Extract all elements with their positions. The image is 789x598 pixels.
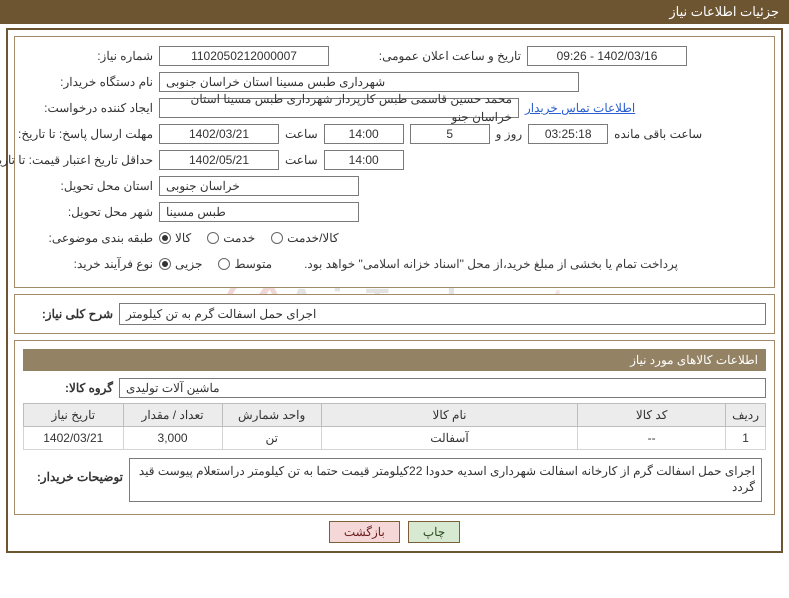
- group-label: گروه کالا:: [23, 381, 113, 395]
- cell-unit: تن: [222, 427, 321, 450]
- col-row: ردیف: [726, 404, 766, 427]
- row-need-no: شماره نیاز: 1102050212000007 تاریخ و ساع…: [23, 45, 766, 67]
- announce-label: تاریخ و ساعت اعلان عمومی:: [371, 49, 521, 63]
- print-button[interactable]: چاپ: [408, 521, 460, 543]
- row-category: طبقه بندی موضوعی: کالا خدمت کالا/خدمت: [23, 227, 766, 249]
- col-date: تاریخ نیاز: [24, 404, 124, 427]
- need-no-label: شماره نیاز:: [23, 49, 153, 63]
- goods-panel: اطلاعات کالاهای مورد نیاز گروه کالا: ماش…: [14, 340, 775, 515]
- city-value: طبس مسینا: [159, 202, 359, 222]
- cell-qty: 3,000: [123, 427, 222, 450]
- radio-circle-icon: [159, 232, 171, 244]
- cell-row: 1: [726, 427, 766, 450]
- radio-option[interactable]: جزیی: [159, 257, 202, 271]
- validity-time: 14:00: [324, 150, 404, 170]
- col-code: کد کالا: [578, 404, 726, 427]
- deadline-time: 14:00: [324, 124, 404, 144]
- radio-circle-icon: [207, 232, 219, 244]
- row-requester: ایجاد کننده درخواست: محمد حسین قاسمی طبس…: [23, 97, 766, 119]
- summary-value: اجرای حمل اسفالت گرم به تن کیلومتر: [119, 303, 766, 325]
- cell-name: آسفالت: [321, 427, 577, 450]
- radio-circle-icon: [218, 258, 230, 270]
- province-value: خراسان جنوبی: [159, 176, 359, 196]
- page-title: جزئیات اطلاعات نیاز: [669, 4, 779, 19]
- radio-circle-icon: [271, 232, 283, 244]
- validity-label: حداقل تاریخ اعتبار قیمت: تا تاریخ:: [23, 154, 153, 166]
- category-label: طبقه بندی موضوعی:: [23, 231, 153, 245]
- details-panel: شماره نیاز: 1102050212000007 تاریخ و ساع…: [14, 36, 775, 288]
- summary-panel: شرح کلی نیاز: اجرای حمل اسفالت گرم به تن…: [14, 294, 775, 334]
- row-province: استان محل تحویل: خراسان جنوبی: [23, 175, 766, 197]
- buyer-desc-label: توضیحات خریدار:: [23, 458, 123, 484]
- deadline-label: مهلت ارسال پاسخ: تا تاریخ:: [23, 128, 153, 140]
- table-row: 1--آسفالتتن3,0001402/03/21: [24, 427, 766, 450]
- days-and: روز و: [496, 127, 523, 141]
- radio-label: جزیی: [175, 257, 202, 271]
- row-city: شهر محل تحویل: طبس مسینا: [23, 201, 766, 223]
- time-label-2: ساعت: [285, 153, 318, 167]
- row-summary: شرح کلی نیاز: اجرای حمل اسفالت گرم به تن…: [23, 303, 766, 325]
- province-label: استان محل تحویل:: [23, 179, 153, 193]
- purchase-type-label: نوع فرآیند خرید:: [23, 257, 153, 271]
- table-header-row: ردیف کد کالا نام کالا واحد شمارش تعداد /…: [24, 404, 766, 427]
- row-purchase-type: نوع فرآیند خرید: جزیی متوسط پرداخت تمام ی…: [23, 253, 766, 275]
- buyer-desc-value: اجرای حمل اسفالت گرم از کارخانه اسفالت ش…: [129, 458, 762, 502]
- row-deadline: مهلت ارسال پاسخ: تا تاریخ: 1402/03/21 سا…: [23, 123, 766, 145]
- row-group: گروه کالا: ماشین آلات تولیدی: [23, 377, 766, 399]
- radio-circle-icon: [159, 258, 171, 270]
- buyer-org-value: شهرداری طبس مسینا استان خراسان جنوبی: [159, 72, 579, 92]
- group-value: ماشین آلات تولیدی: [119, 378, 766, 398]
- back-button[interactable]: بازگشت: [329, 521, 400, 543]
- row-validity: حداقل تاریخ اعتبار قیمت: تا تاریخ: 1402/…: [23, 149, 766, 171]
- countdown: 03:25:18: [528, 124, 608, 144]
- requester-label: ایجاد کننده درخواست:: [23, 101, 153, 115]
- payment-note: پرداخت تمام یا بخشی از مبلغ خرید،از محل …: [304, 257, 678, 271]
- page-title-bar: جزئیات اطلاعات نیاز: [0, 0, 789, 24]
- category-radio-group: کالا خدمت کالا/خدمت: [159, 231, 339, 245]
- purchase-radio-group: جزیی متوسط: [159, 257, 272, 271]
- city-label: شهر محل تحویل:: [23, 205, 153, 219]
- radio-label: خدمت: [223, 231, 255, 245]
- radio-option[interactable]: کالا: [159, 231, 191, 245]
- col-qty: تعداد / مقدار: [123, 404, 222, 427]
- radio-option[interactable]: متوسط: [218, 257, 272, 271]
- buyer-org-label: نام دستگاه خریدار:: [23, 75, 153, 89]
- row-buyer-desc: توضیحات خریدار: اجرای حمل اسفالت گرم از …: [23, 458, 766, 502]
- radio-option[interactable]: کالا/خدمت: [271, 231, 338, 245]
- cell-code: --: [578, 427, 726, 450]
- requester-value: محمد حسین قاسمی طبس کارپرداز شهرداری طبس…: [159, 98, 519, 118]
- summary-label: شرح کلی نیاز:: [23, 307, 113, 321]
- deadline-date: 1402/03/21: [159, 124, 279, 144]
- validity-date: 1402/05/21: [159, 150, 279, 170]
- need-no-value: 1102050212000007: [159, 46, 329, 66]
- remaining-label: ساعت باقی مانده: [614, 127, 702, 141]
- radio-label: کالا: [175, 231, 191, 245]
- radio-label: کالا/خدمت: [287, 231, 338, 245]
- cell-date: 1402/03/21: [24, 427, 124, 450]
- col-unit: واحد شمارش: [222, 404, 321, 427]
- time-label-1: ساعت: [285, 127, 318, 141]
- radio-label: متوسط: [234, 257, 272, 271]
- main-frame: AriaTender.net شماره نیاز: 1102050212000…: [6, 28, 783, 553]
- items-table: ردیف کد کالا نام کالا واحد شمارش تعداد /…: [23, 403, 766, 450]
- col-name: نام کالا: [321, 404, 577, 427]
- announce-value: 1402/03/16 - 09:26: [527, 46, 687, 66]
- radio-option[interactable]: خدمت: [207, 231, 255, 245]
- buyer-contact-link[interactable]: اطلاعات تماس خریدار: [525, 101, 635, 115]
- days-left: 5: [410, 124, 490, 144]
- goods-header: اطلاعات کالاهای مورد نیاز: [23, 349, 766, 371]
- action-buttons: چاپ بازگشت: [14, 521, 775, 543]
